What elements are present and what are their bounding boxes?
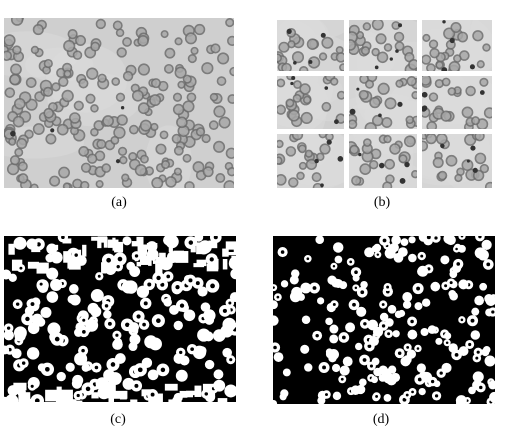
tile-9 <box>422 134 492 188</box>
micrograph-original <box>4 18 234 188</box>
binary-segmentation-coarse-image <box>4 236 236 402</box>
caption-c: (c) <box>110 412 126 427</box>
micrograph-tiles-grid <box>275 18 495 190</box>
binary-segmentation-coarse <box>4 236 236 402</box>
binary-segmentation-refined <box>273 236 495 404</box>
tile-4 <box>277 76 344 129</box>
tile-8 <box>349 134 417 188</box>
tile-2 <box>349 20 417 71</box>
tile-6 <box>422 76 492 129</box>
tile-7 <box>277 134 344 188</box>
caption-d: (d) <box>372 412 390 427</box>
caption-a: (a) <box>111 195 127 210</box>
binary-segmentation-refined-image <box>273 236 495 404</box>
tile-1 <box>277 20 344 71</box>
tile-3 <box>422 20 492 71</box>
caption-b: (b) <box>373 195 391 210</box>
micrograph-original-image <box>4 18 234 188</box>
tile-5 <box>349 76 417 129</box>
